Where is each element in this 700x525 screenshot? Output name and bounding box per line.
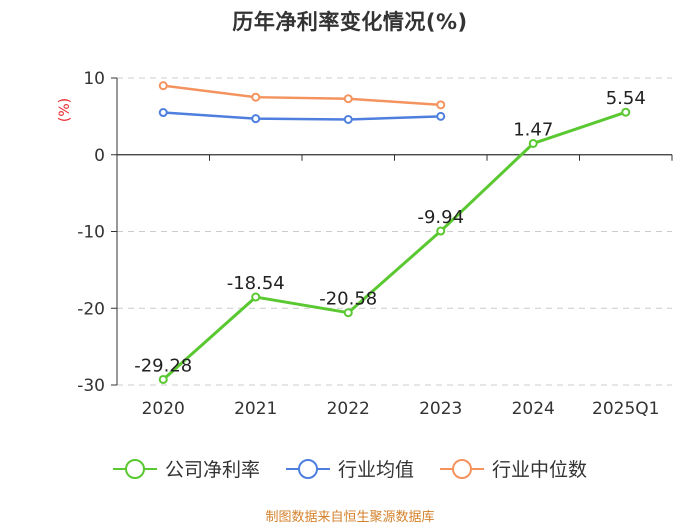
series-line [163,84,441,107]
legend-label-industry-median: 行业中位数 [492,459,588,481]
line-chart: 10 0 -10 -20 -30 2020 2021 2022 2023 2024 2025Q1 (%… [57,69,673,419]
data-point [621,107,631,117]
data-label: 5.54 [606,88,646,109]
data-label: -18.54 [227,273,285,294]
data-point [251,114,261,124]
data-point [343,308,353,318]
x-tick-label: 2020 [142,399,185,419]
data-point [251,292,261,302]
data-point [343,114,353,124]
legend-marker-industry-mean [285,457,330,481]
data-point [436,111,446,121]
data-label: 1.47 [513,119,553,140]
data-point [528,138,538,148]
data-point [436,226,446,236]
data-label: -29.28 [134,355,192,376]
y-axis-label: (%) [57,98,73,122]
x-tick-label: 2025Q1 [592,399,659,419]
y-tick-label: 0 [94,146,105,166]
legend-label-company: 公司净利率 [164,459,260,481]
chart-legend: 公司净利率 行业均值 行业中位数 [0,455,700,482]
data-source-note: 制图数据来自恒生聚源数据库 [265,510,435,525]
data-point [158,81,168,91]
y-tick-label: -30 [77,376,105,396]
x-tick-label: 2023 [419,399,462,419]
chart-title: 历年净利率变化情况(%) [232,10,468,34]
legend-item-company[interactable]: 公司净利率 [112,455,260,482]
legend-marker-industry-median [440,457,484,481]
legend-item-industry-mean[interactable]: 行业均值 [285,455,414,482]
legend-label-industry-mean: 行业均值 [337,459,414,481]
data-point [158,108,168,118]
data-point [436,100,446,110]
y-tick-label: 10 [83,69,105,89]
data-point [251,92,261,102]
data-point [343,94,353,104]
legend-marker-company [112,457,157,481]
x-tick-label: 2022 [327,399,370,419]
data-label: -20.58 [319,289,377,310]
series-line [163,111,441,121]
legend-item-industry-median[interactable]: 行业中位数 [440,455,587,482]
x-tick-label: 2024 [512,399,555,419]
series-line [162,110,627,381]
y-tick-label: -20 [77,299,105,319]
data-point [158,374,168,384]
y-tick-label: -10 [77,223,105,243]
data-label: -9.94 [417,207,464,228]
x-tick-label: 2021 [234,399,277,419]
